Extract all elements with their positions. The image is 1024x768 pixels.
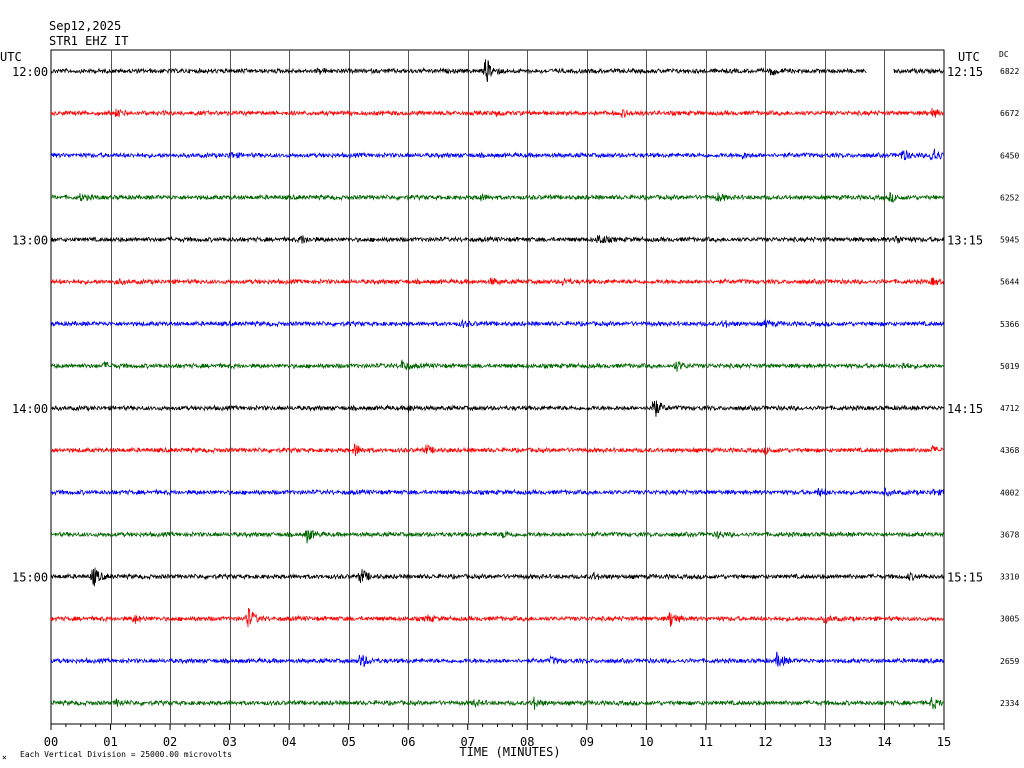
right-time-label: 15:15 <box>947 571 983 585</box>
left-time-label: 15:00 <box>12 571 48 585</box>
dc-value: 3310 <box>1000 573 1019 582</box>
utc-left-label: UTC <box>0 50 22 64</box>
right-time-label: 12:15 <box>947 65 983 79</box>
time-labels: 12:00 13:00 14:00 15:00 12:15 13:15 14:15 15:15 <box>12 65 983 585</box>
dc-label: DC <box>999 50 1009 59</box>
x-tick-label: 10 <box>639 735 653 749</box>
station-label: STR1 EHZ IT <box>49 34 128 48</box>
dc-value: 4002 <box>1000 488 1019 497</box>
right-time-label: 13:15 <box>947 234 983 248</box>
dc-value: 5945 <box>1000 236 1019 245</box>
dc-value: 5644 <box>1000 278 1019 287</box>
trace-line <box>50 529 945 544</box>
dc-value: 5366 <box>1000 320 1019 329</box>
trace-line <box>50 567 945 587</box>
x-axis: 00 01 02 03 04 05 06 07 08 09 10 11 12 13 14 15 <box>44 724 951 749</box>
x-tick-label: 00 <box>44 735 58 749</box>
x-tick-label: 14 <box>877 735 891 749</box>
x-tick-label: 02 <box>163 735 177 749</box>
trace-line <box>50 359 945 372</box>
x-tick-label: 12 <box>758 735 772 749</box>
trace-line <box>50 696 945 710</box>
plot-frame <box>50 49 945 725</box>
dc-value: 2334 <box>1000 699 1019 708</box>
x-tick-label: 07 <box>461 735 475 749</box>
x-tick-label: 06 <box>401 735 415 749</box>
left-time-label: 12:00 <box>12 65 48 79</box>
scale-note: Each Vertical Division = 25000.00 microv… <box>20 750 232 759</box>
dc-value: 6822 <box>1000 67 1019 76</box>
dc-value: 3678 <box>1000 530 1019 539</box>
date-label: Sep12,2025 <box>49 19 121 33</box>
trace-line <box>50 400 945 417</box>
x-axis-title: TIME (MINUTES) <box>459 745 560 759</box>
trace-line <box>50 486 945 497</box>
seismic-traces <box>50 59 945 710</box>
x-tick-label: 15 <box>937 735 951 749</box>
dc-values: 6822 6672 6450 6252 5945 5644 5366 5019 4712 4368… <box>1000 67 1019 708</box>
x-tick-label: 03 <box>222 735 236 749</box>
trace-line <box>50 191 945 204</box>
x-tick-label: 11 <box>699 735 713 749</box>
x-tick-label: 05 <box>341 735 355 749</box>
dc-value: 2659 <box>1000 657 1019 666</box>
x-tick-label: 08 <box>520 735 534 749</box>
trace-line <box>50 148 945 161</box>
dc-value: 4368 <box>1000 446 1019 455</box>
trace-line <box>50 651 945 668</box>
trace-line <box>50 234 945 244</box>
dc-value: 3005 <box>1000 615 1019 624</box>
utc-right-label: UTC <box>958 50 980 64</box>
dc-value: 6450 <box>1000 151 1019 160</box>
dc-value: 6252 <box>1000 193 1019 202</box>
dc-value: 6672 <box>1000 109 1019 118</box>
x-tick-label: 13 <box>818 735 832 749</box>
trace-line <box>50 59 945 83</box>
footer-mark: × <box>2 753 7 762</box>
x-tick-label: 09 <box>580 735 594 749</box>
left-time-label: 14:00 <box>12 402 48 416</box>
trace-line <box>50 107 945 118</box>
trace-line <box>50 318 945 329</box>
x-tick-label: 04 <box>282 735 296 749</box>
right-time-label: 14:15 <box>947 402 983 416</box>
chart-grid <box>50 49 945 725</box>
trace-line <box>50 607 945 628</box>
left-time-label: 13:00 <box>12 234 48 248</box>
trace-line <box>50 443 945 457</box>
x-tick-label: 01 <box>103 735 117 749</box>
dc-value: 4712 <box>1000 404 1019 413</box>
trace-line <box>50 277 945 287</box>
dc-value: 5019 <box>1000 362 1019 371</box>
